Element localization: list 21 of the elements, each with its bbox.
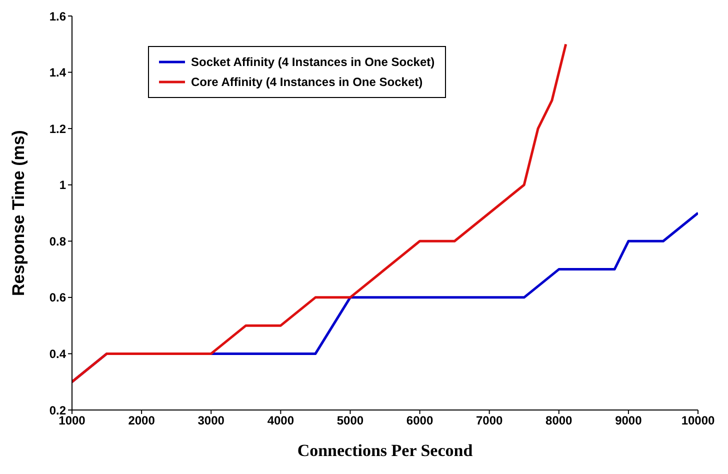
x-tick-label: 6000 bbox=[406, 414, 434, 428]
x-tick-label: 2000 bbox=[128, 414, 156, 428]
x-tick-label: 9000 bbox=[615, 414, 642, 428]
y-tick-label: 1.4 bbox=[49, 66, 66, 80]
x-tick-label: 7000 bbox=[476, 414, 504, 428]
line-series bbox=[72, 42, 568, 384]
y-tick-label: 1 bbox=[59, 178, 66, 192]
y-tick-label: 0.8 bbox=[49, 234, 66, 248]
x-axis-title: Connections Per Second bbox=[297, 441, 474, 460]
legend-label: Socket Affinity (4 Instances in One Socket) bbox=[191, 54, 435, 71]
x-tick-label: 10000 bbox=[681, 414, 716, 428]
y-tick-label: 1.2 bbox=[49, 122, 66, 136]
y-tick-label: 0.6 bbox=[49, 290, 66, 305]
x-tick-label: 8000 bbox=[546, 414, 573, 428]
x-tick-label: 3000 bbox=[198, 414, 225, 428]
y-tick-label: 1.6 bbox=[49, 9, 66, 24]
y-tick-label: 0.4 bbox=[49, 346, 66, 361]
y-axis-title: Response Time (ms) bbox=[9, 130, 28, 296]
x-tick-label: 4000 bbox=[267, 414, 294, 428]
legend-label: Core Affinity (4 Instances in One Socket) bbox=[191, 74, 423, 91]
x-tick-label: 5000 bbox=[336, 414, 364, 428]
